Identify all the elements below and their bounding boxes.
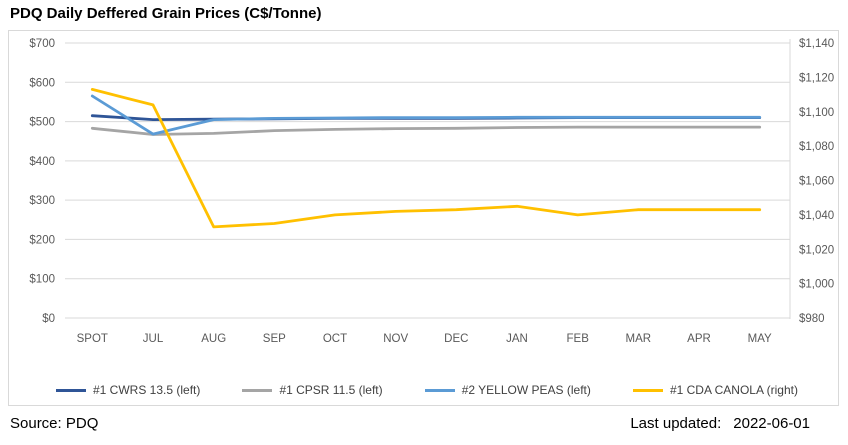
x-axis-tick: MAY xyxy=(748,333,772,345)
legend-label-canola: #1 CDA CANOLA (right) xyxy=(669,383,798,397)
right-axis-tick: $1,120 xyxy=(799,72,834,84)
series-line-2 xyxy=(90,94,762,136)
x-axis-tick: MAR xyxy=(626,333,652,345)
legend-line-swatch-canola xyxy=(632,388,663,392)
right-axis-tick: $1,040 xyxy=(799,210,834,222)
left-axis-tick: $100 xyxy=(29,274,55,286)
left-axis-tick: $300 xyxy=(29,195,55,207)
legend-label-cwrs: #1 CWRS 13.5 (left) xyxy=(93,383,201,397)
x-axis-tick: FEB xyxy=(567,333,590,345)
x-axis-tick: DEC xyxy=(444,333,468,345)
legend-line-swatch-cwrs xyxy=(56,388,86,392)
x-axis-tick: APR xyxy=(687,333,711,345)
chart-legend: #1 CWRS 13.5 (left) #1 CPSR 11.5 (left) … xyxy=(56,383,798,397)
page-title: PDQ Daily Deffered Grain Prices (C$/Tonn… xyxy=(10,5,322,22)
legend-item-cwrs: #1 CWRS 13.5 (left) xyxy=(56,383,200,397)
legend-line-swatch-yellow-peas xyxy=(424,388,455,392)
left-axis-tick: $200 xyxy=(29,234,55,246)
right-axis-tick: $1,100 xyxy=(799,107,834,119)
legend-item-canola: #1 CDA CANOLA (right) xyxy=(632,383,798,397)
right-axis-tick: $1,000 xyxy=(799,279,834,291)
x-axis-tick: JUL xyxy=(143,333,164,345)
last-updated: Last updated: 2022-06-01 xyxy=(630,415,810,432)
last-updated-value: 2022-06-01 xyxy=(733,415,810,432)
source-text: Source: PDQ xyxy=(10,415,99,432)
right-axis-tick: $1,080 xyxy=(799,141,834,153)
x-axis-tick: NOV xyxy=(383,333,408,345)
right-axis-tick: $980 xyxy=(799,313,825,325)
x-axis-tick: SEP xyxy=(263,333,286,345)
x-axis-tick: OCT xyxy=(323,333,347,345)
x-axis-tick: SPOT xyxy=(77,333,108,345)
legend-item-cpsr: #1 CPSR 11.5 (left) xyxy=(242,383,383,397)
left-axis-tick: $600 xyxy=(29,77,55,89)
footer: Source: PDQ Last updated: 2022-06-01 xyxy=(10,415,848,432)
legend-label-yellow-peas: #2 YELLOW PEAS (left) xyxy=(461,383,591,397)
series-line-3 xyxy=(90,88,762,229)
left-axis-tick: $500 xyxy=(29,117,55,129)
grain-prices-chart: $0 $100 $200 $300 $400 $500 $600 $700 $980 $1,000… xyxy=(29,38,834,345)
chart-container: $0 $100 $200 $300 $400 $500 $600 $700 $980 $1,000… xyxy=(8,30,839,406)
legend-item-yellow-peas: #2 YELLOW PEAS (left) xyxy=(424,383,591,397)
right-axis-tick: $1,140 xyxy=(799,38,834,50)
x-axis-tick: AUG xyxy=(201,333,226,345)
left-axis-tick: $400 xyxy=(29,156,55,168)
legend-line-swatch-cpsr xyxy=(242,388,273,392)
left-axis-tick: $700 xyxy=(29,38,55,50)
right-axis-tick: $1,020 xyxy=(799,244,834,256)
series-line-1 xyxy=(90,125,762,136)
last-updated-label: Last updated: xyxy=(630,415,722,432)
x-axis-tick: JAN xyxy=(506,333,528,345)
right-axis-tick: $1,060 xyxy=(799,176,834,188)
left-axis-tick: $0 xyxy=(42,313,55,325)
legend-label-cpsr: #1 CPSR 11.5 (left) xyxy=(279,383,383,397)
